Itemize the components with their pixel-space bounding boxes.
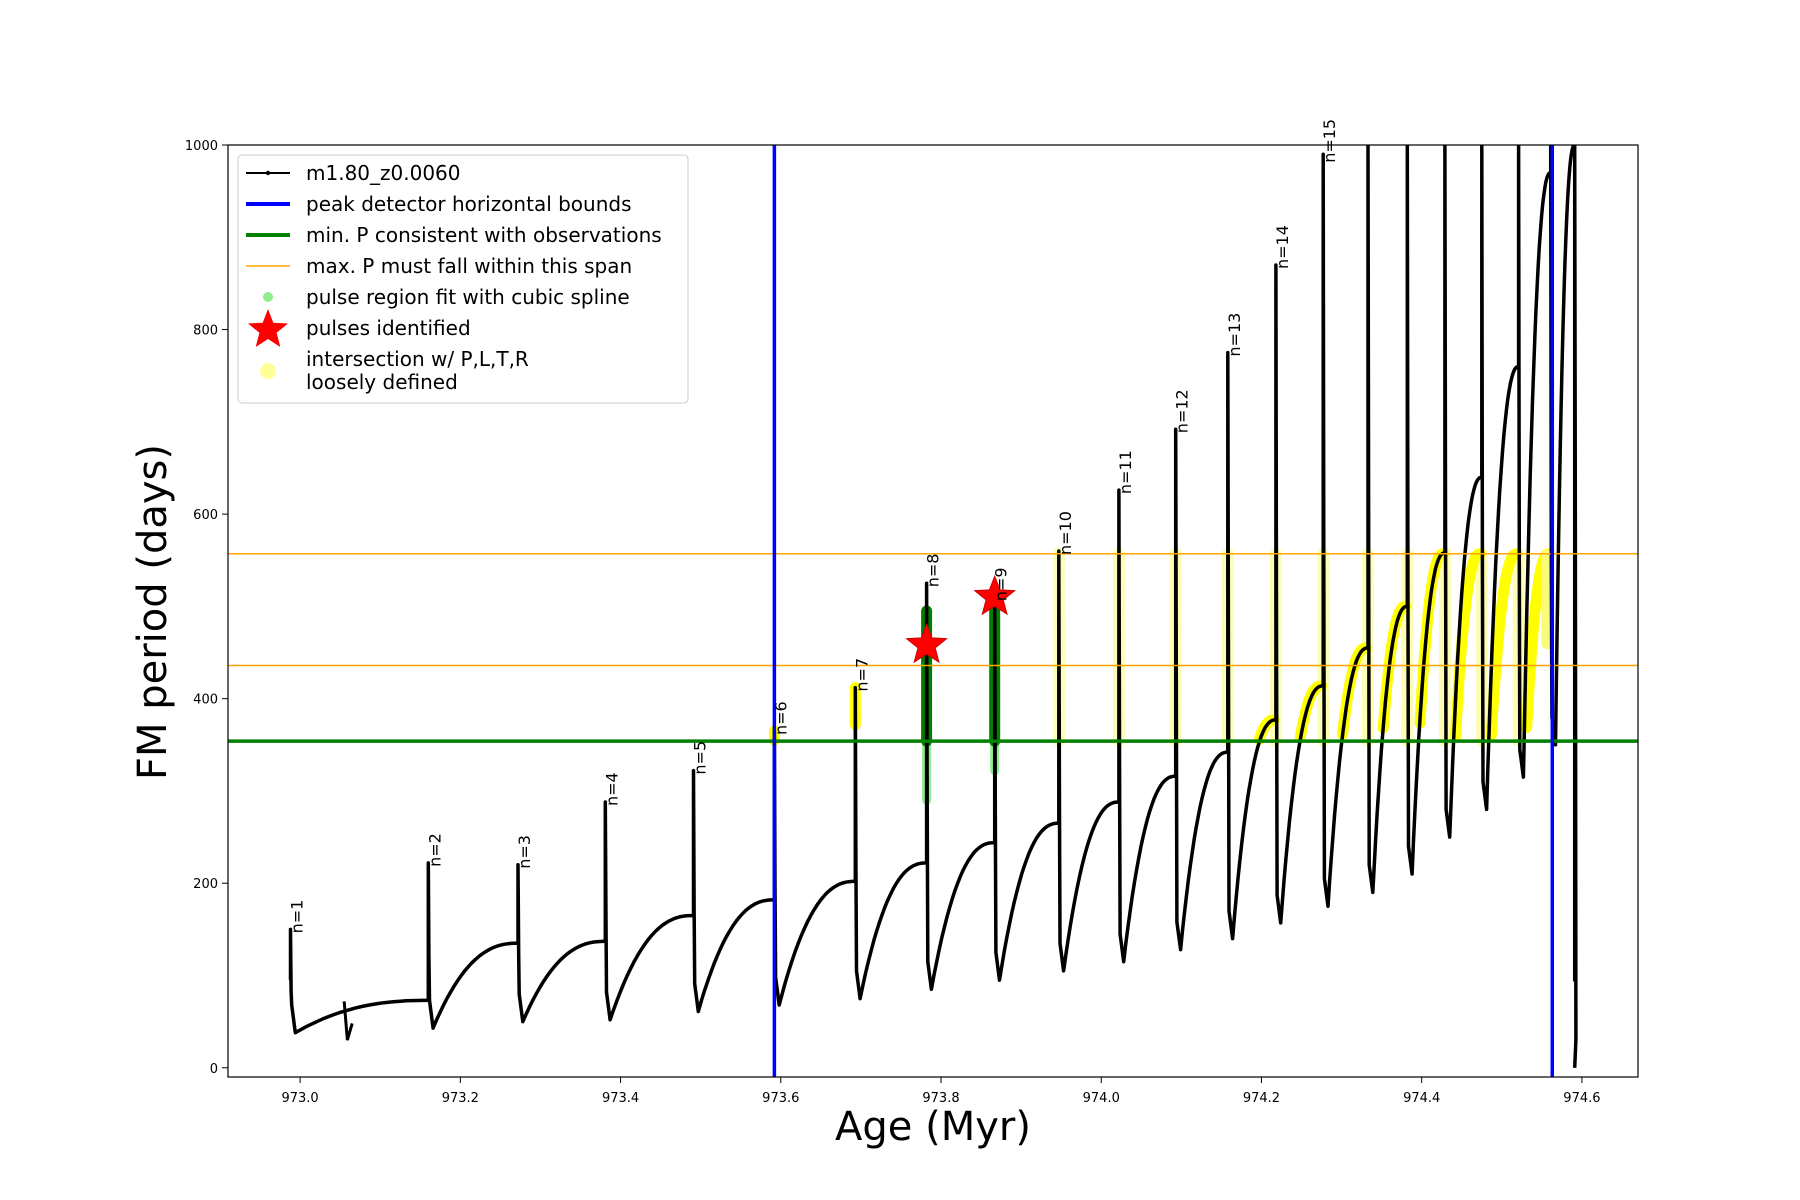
x-axis: 973.0 973.2 973.4 973.6 973.8 974.0 974.2 974.4…	[281, 1077, 1601, 1106]
legend-label: m1.80_z0.0060	[306, 161, 461, 185]
legend-label: intersection w/ P,L,T,R	[306, 347, 529, 371]
x-tick-label: 974.2	[1243, 1091, 1280, 1106]
y-axis-label: FM period (days)	[130, 444, 176, 780]
pulse-label-2: n=2	[425, 833, 444, 867]
pulse-label-15: n=15	[1320, 119, 1339, 163]
y-tick-label: 600	[193, 508, 218, 523]
legend-item-minp: min. P consistent with observations	[246, 223, 662, 247]
y-axis: 0 200 400 600 800 1000	[185, 139, 228, 1077]
pulse-label-8: n=8	[924, 554, 943, 588]
legend-item-spline: pulse region fit with cubic spline	[263, 285, 630, 309]
legend-label-line2: loosely defined	[306, 370, 458, 394]
legend-item-maxp: max. P must fall within this span	[246, 254, 632, 278]
pulse-label-1: n=1	[288, 900, 307, 934]
pulse-label-13: n=13	[1225, 313, 1244, 357]
x-tick-label: 973.8	[922, 1091, 959, 1106]
pulse-label-14: n=14	[1273, 225, 1292, 269]
pulse-label-10: n=10	[1056, 511, 1075, 555]
pulse-label-9: n=9	[992, 567, 1011, 601]
y-tick-label: 0	[210, 1062, 218, 1077]
pulse-label-3: n=3	[515, 835, 534, 869]
pulse-label-12: n=12	[1173, 389, 1192, 433]
x-tick-label: 974.0	[1083, 1091, 1120, 1106]
pulse-label-5: n=5	[691, 741, 710, 775]
legend-item-track: m1.80_z0.0060	[246, 161, 461, 185]
x-tick-label: 973.6	[762, 1091, 799, 1106]
legend-label: pulses identified	[306, 316, 471, 340]
legend-item-bounds: peak detector horizontal bounds	[246, 192, 632, 216]
track-dip	[342, 1001, 354, 1041]
x-axis-label: Age (Myr)	[835, 1104, 1031, 1150]
y-tick-label: 800	[193, 324, 218, 339]
legend-label: max. P must fall within this span	[306, 254, 632, 278]
x-tick-label: 973.0	[281, 1091, 318, 1106]
legend-box	[237, 154, 689, 404]
intersection-branch-6	[1485, 548, 1523, 741]
legend-swatch-dot	[265, 170, 271, 176]
plot-area	[228, 145, 1638, 1077]
x-tick-label: 974.4	[1403, 1091, 1440, 1106]
legend-label: peak detector horizontal bounds	[306, 192, 632, 216]
pulse-label-4: n=4	[602, 772, 621, 806]
legend-swatch	[248, 309, 288, 347]
legend-item-pulses: pulses identified	[248, 309, 471, 347]
x-tick-label: 974.6	[1563, 1091, 1600, 1106]
pulse-labels: n=1 n=2 n=3 n=4 n=5 n=6 n=7 n=8 n=9 n=10 n=11 n=12 n…	[288, 119, 1340, 934]
intersection-branch-5	[1450, 548, 1486, 743]
y-tick-label: 400	[193, 693, 218, 708]
legend-label: min. P consistent with observations	[306, 223, 662, 247]
legend-swatch	[263, 292, 273, 302]
y-tick-label: 1000	[185, 139, 218, 154]
pulse-star-0	[905, 622, 948, 664]
pulse-label-6: n=6	[771, 701, 790, 735]
pulse-star-1	[973, 574, 1017, 616]
y-tick-label: 200	[193, 877, 218, 892]
legend-swatch	[260, 363, 276, 379]
x-tick-label: 973.2	[442, 1091, 479, 1106]
pulse-label-11: n=11	[1116, 450, 1135, 494]
pulse-label-7: n=7	[852, 658, 871, 692]
plot-frame	[227, 144, 1639, 1078]
x-tick-label: 973.4	[602, 1091, 639, 1106]
track-line	[288, 145, 1578, 1068]
legend-label: pulse region fit with cubic spline	[306, 285, 630, 309]
